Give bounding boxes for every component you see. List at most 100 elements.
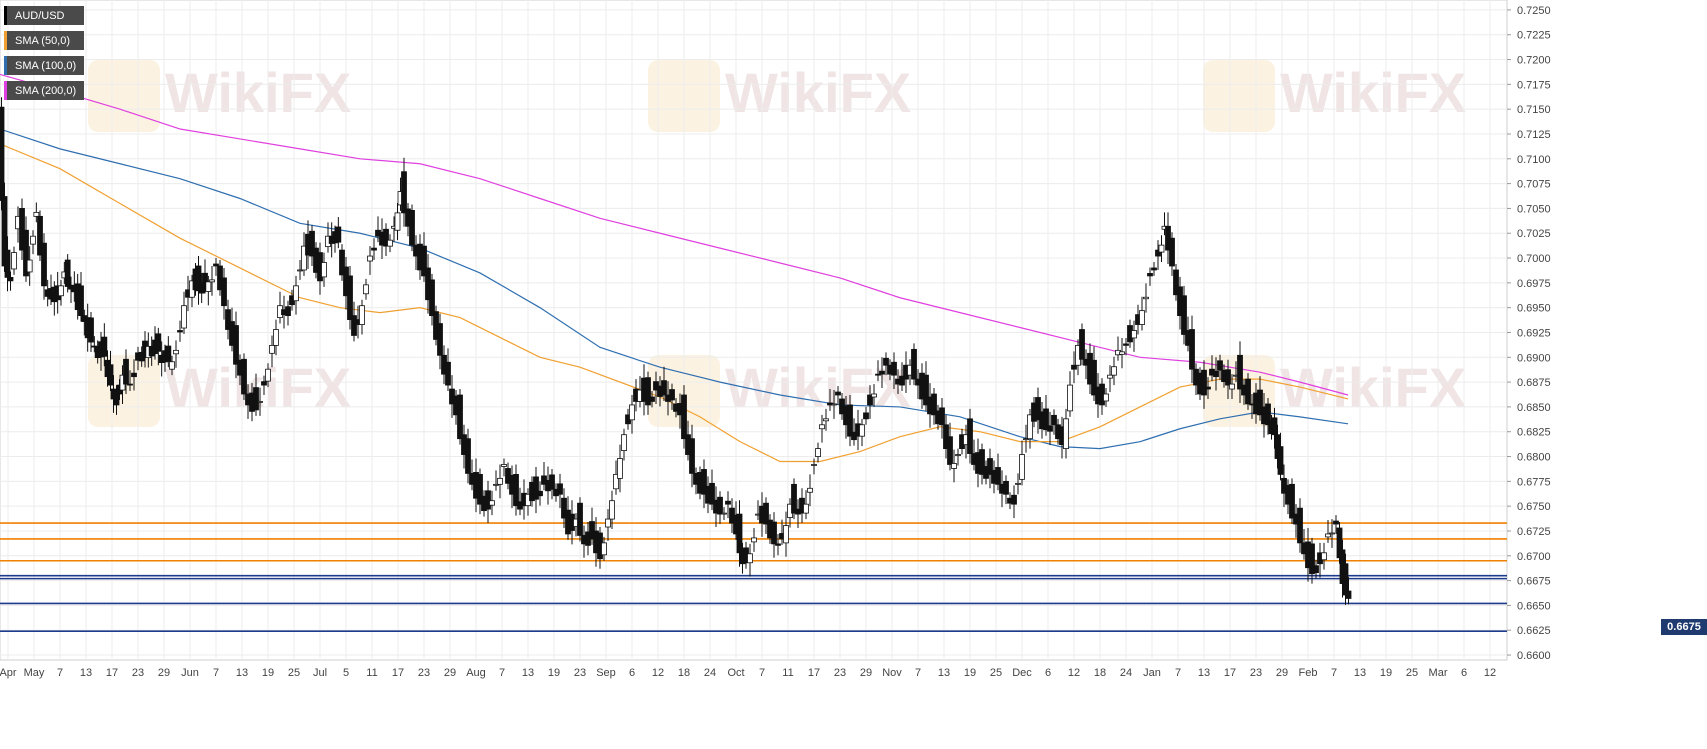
y-tick-label: 0.7050 bbox=[1517, 203, 1551, 215]
y-tick-label: 0.7125 bbox=[1517, 129, 1551, 141]
x-tick-label: 25 bbox=[990, 667, 1002, 679]
candle-body bbox=[131, 372, 137, 378]
legend-item[interactable]: SMA (50,0) bbox=[4, 31, 85, 50]
y-tick-label: 0.6875 bbox=[1517, 377, 1551, 389]
candle-body bbox=[88, 317, 94, 343]
candle-body bbox=[445, 361, 451, 386]
y-tick-label: 0.6725 bbox=[1517, 526, 1551, 538]
x-tick-label: 7 bbox=[915, 667, 921, 679]
candle-body bbox=[0, 106, 5, 201]
x-tick-label: 12 bbox=[652, 667, 664, 679]
candle-body bbox=[979, 449, 985, 475]
x-tick-label: Jan bbox=[1143, 667, 1161, 679]
axes: 0.7250 0.7225 0.7200 0.7175 0.7150 0.7125 0.71… bbox=[0, 5, 1551, 679]
candle-body bbox=[701, 469, 707, 495]
candle-body bbox=[967, 418, 973, 454]
legend-item[interactable]: SMA (100,0) bbox=[4, 56, 85, 75]
y-tick-label: 0.6800 bbox=[1517, 452, 1551, 464]
candle-body bbox=[709, 482, 715, 505]
candle-body bbox=[261, 381, 267, 386]
legend-item[interactable]: AUD/USD bbox=[4, 6, 85, 25]
candle-body bbox=[883, 357, 889, 366]
candle-body bbox=[807, 487, 813, 493]
y-tick-label: 0.6775 bbox=[1517, 476, 1551, 488]
candle-body bbox=[609, 500, 615, 520]
current-price-tag: 0.6675 bbox=[1661, 619, 1707, 635]
candle-body bbox=[1345, 590, 1352, 599]
y-tick-label: 0.7025 bbox=[1517, 228, 1551, 240]
x-tick-label: Oct bbox=[727, 667, 744, 679]
y-tick-label: 0.7000 bbox=[1517, 253, 1551, 265]
candle-body bbox=[209, 279, 215, 283]
x-tick-label: 13 bbox=[1198, 667, 1210, 679]
candle-body bbox=[19, 208, 25, 251]
x-tick-label: 23 bbox=[418, 667, 430, 679]
candle-body bbox=[1119, 351, 1125, 355]
candle-body bbox=[613, 474, 619, 490]
x-tick-label: 29 bbox=[158, 667, 170, 679]
candle-body bbox=[987, 458, 993, 475]
candle-body bbox=[265, 368, 271, 382]
candle-body bbox=[351, 315, 357, 336]
candle-body bbox=[493, 483, 499, 486]
candle-body bbox=[1091, 359, 1097, 396]
candle-body bbox=[1015, 482, 1021, 485]
candle-body bbox=[78, 285, 84, 317]
x-tick-label: 5 bbox=[343, 667, 349, 679]
watermark-text: WikiFX bbox=[725, 61, 911, 124]
candle-body bbox=[939, 407, 945, 426]
x-tick-label: Jun bbox=[181, 667, 199, 679]
x-tick-label: 19 bbox=[1380, 667, 1392, 679]
candle-body bbox=[165, 345, 172, 362]
candle-body bbox=[1205, 386, 1211, 390]
y-tick-label: 0.7175 bbox=[1517, 79, 1551, 91]
x-tick-label: 12 bbox=[1068, 667, 1080, 679]
candle-body bbox=[811, 464, 817, 466]
x-tick-label: 11 bbox=[366, 667, 377, 679]
x-tick-label: 6 bbox=[1045, 667, 1051, 679]
candle-body bbox=[221, 277, 227, 307]
candle-body bbox=[1107, 374, 1113, 379]
x-tick-label: 7 bbox=[499, 667, 505, 679]
candle-body bbox=[233, 325, 239, 365]
y-tick-label: 0.6650 bbox=[1517, 600, 1551, 612]
x-tick-label: 23 bbox=[132, 667, 144, 679]
candle-body bbox=[1229, 383, 1235, 390]
candle-body bbox=[1297, 507, 1303, 544]
candle-body bbox=[1277, 446, 1284, 475]
candle-body bbox=[815, 448, 821, 457]
candle-body bbox=[293, 285, 299, 302]
x-tick-label: 24 bbox=[1120, 667, 1132, 679]
candle-body bbox=[899, 375, 905, 386]
candle-body bbox=[645, 377, 651, 406]
candle-body bbox=[923, 374, 929, 406]
y-tick-label: 0.6625 bbox=[1517, 625, 1551, 637]
x-tick-label: 18 bbox=[1094, 667, 1106, 679]
candle-body bbox=[649, 396, 655, 402]
x-tick-label: 17 bbox=[808, 667, 820, 679]
candle-body bbox=[721, 512, 727, 515]
candle-body bbox=[497, 477, 503, 485]
candle-body bbox=[213, 263, 219, 267]
y-tick-label: 0.6700 bbox=[1517, 551, 1551, 563]
candle-body bbox=[577, 502, 583, 536]
legend-item[interactable]: SMA (200,0) bbox=[4, 81, 85, 100]
candle-body bbox=[335, 226, 342, 243]
candle-body bbox=[321, 262, 327, 278]
candle-body bbox=[1, 196, 8, 267]
candle-body bbox=[409, 210, 415, 246]
candle-body bbox=[617, 458, 623, 479]
candle-body bbox=[297, 269, 303, 272]
candle-body bbox=[859, 424, 865, 437]
candle-body bbox=[1257, 389, 1263, 416]
y-tick-label: 0.6600 bbox=[1517, 650, 1551, 662]
candle-body bbox=[1173, 269, 1179, 296]
candle-body bbox=[783, 525, 789, 544]
candle-body bbox=[123, 358, 129, 385]
candle-body bbox=[347, 275, 353, 320]
x-tick-label: 17 bbox=[392, 667, 404, 679]
candle-body bbox=[763, 502, 769, 525]
y-tick-label: 0.6850 bbox=[1517, 402, 1551, 414]
